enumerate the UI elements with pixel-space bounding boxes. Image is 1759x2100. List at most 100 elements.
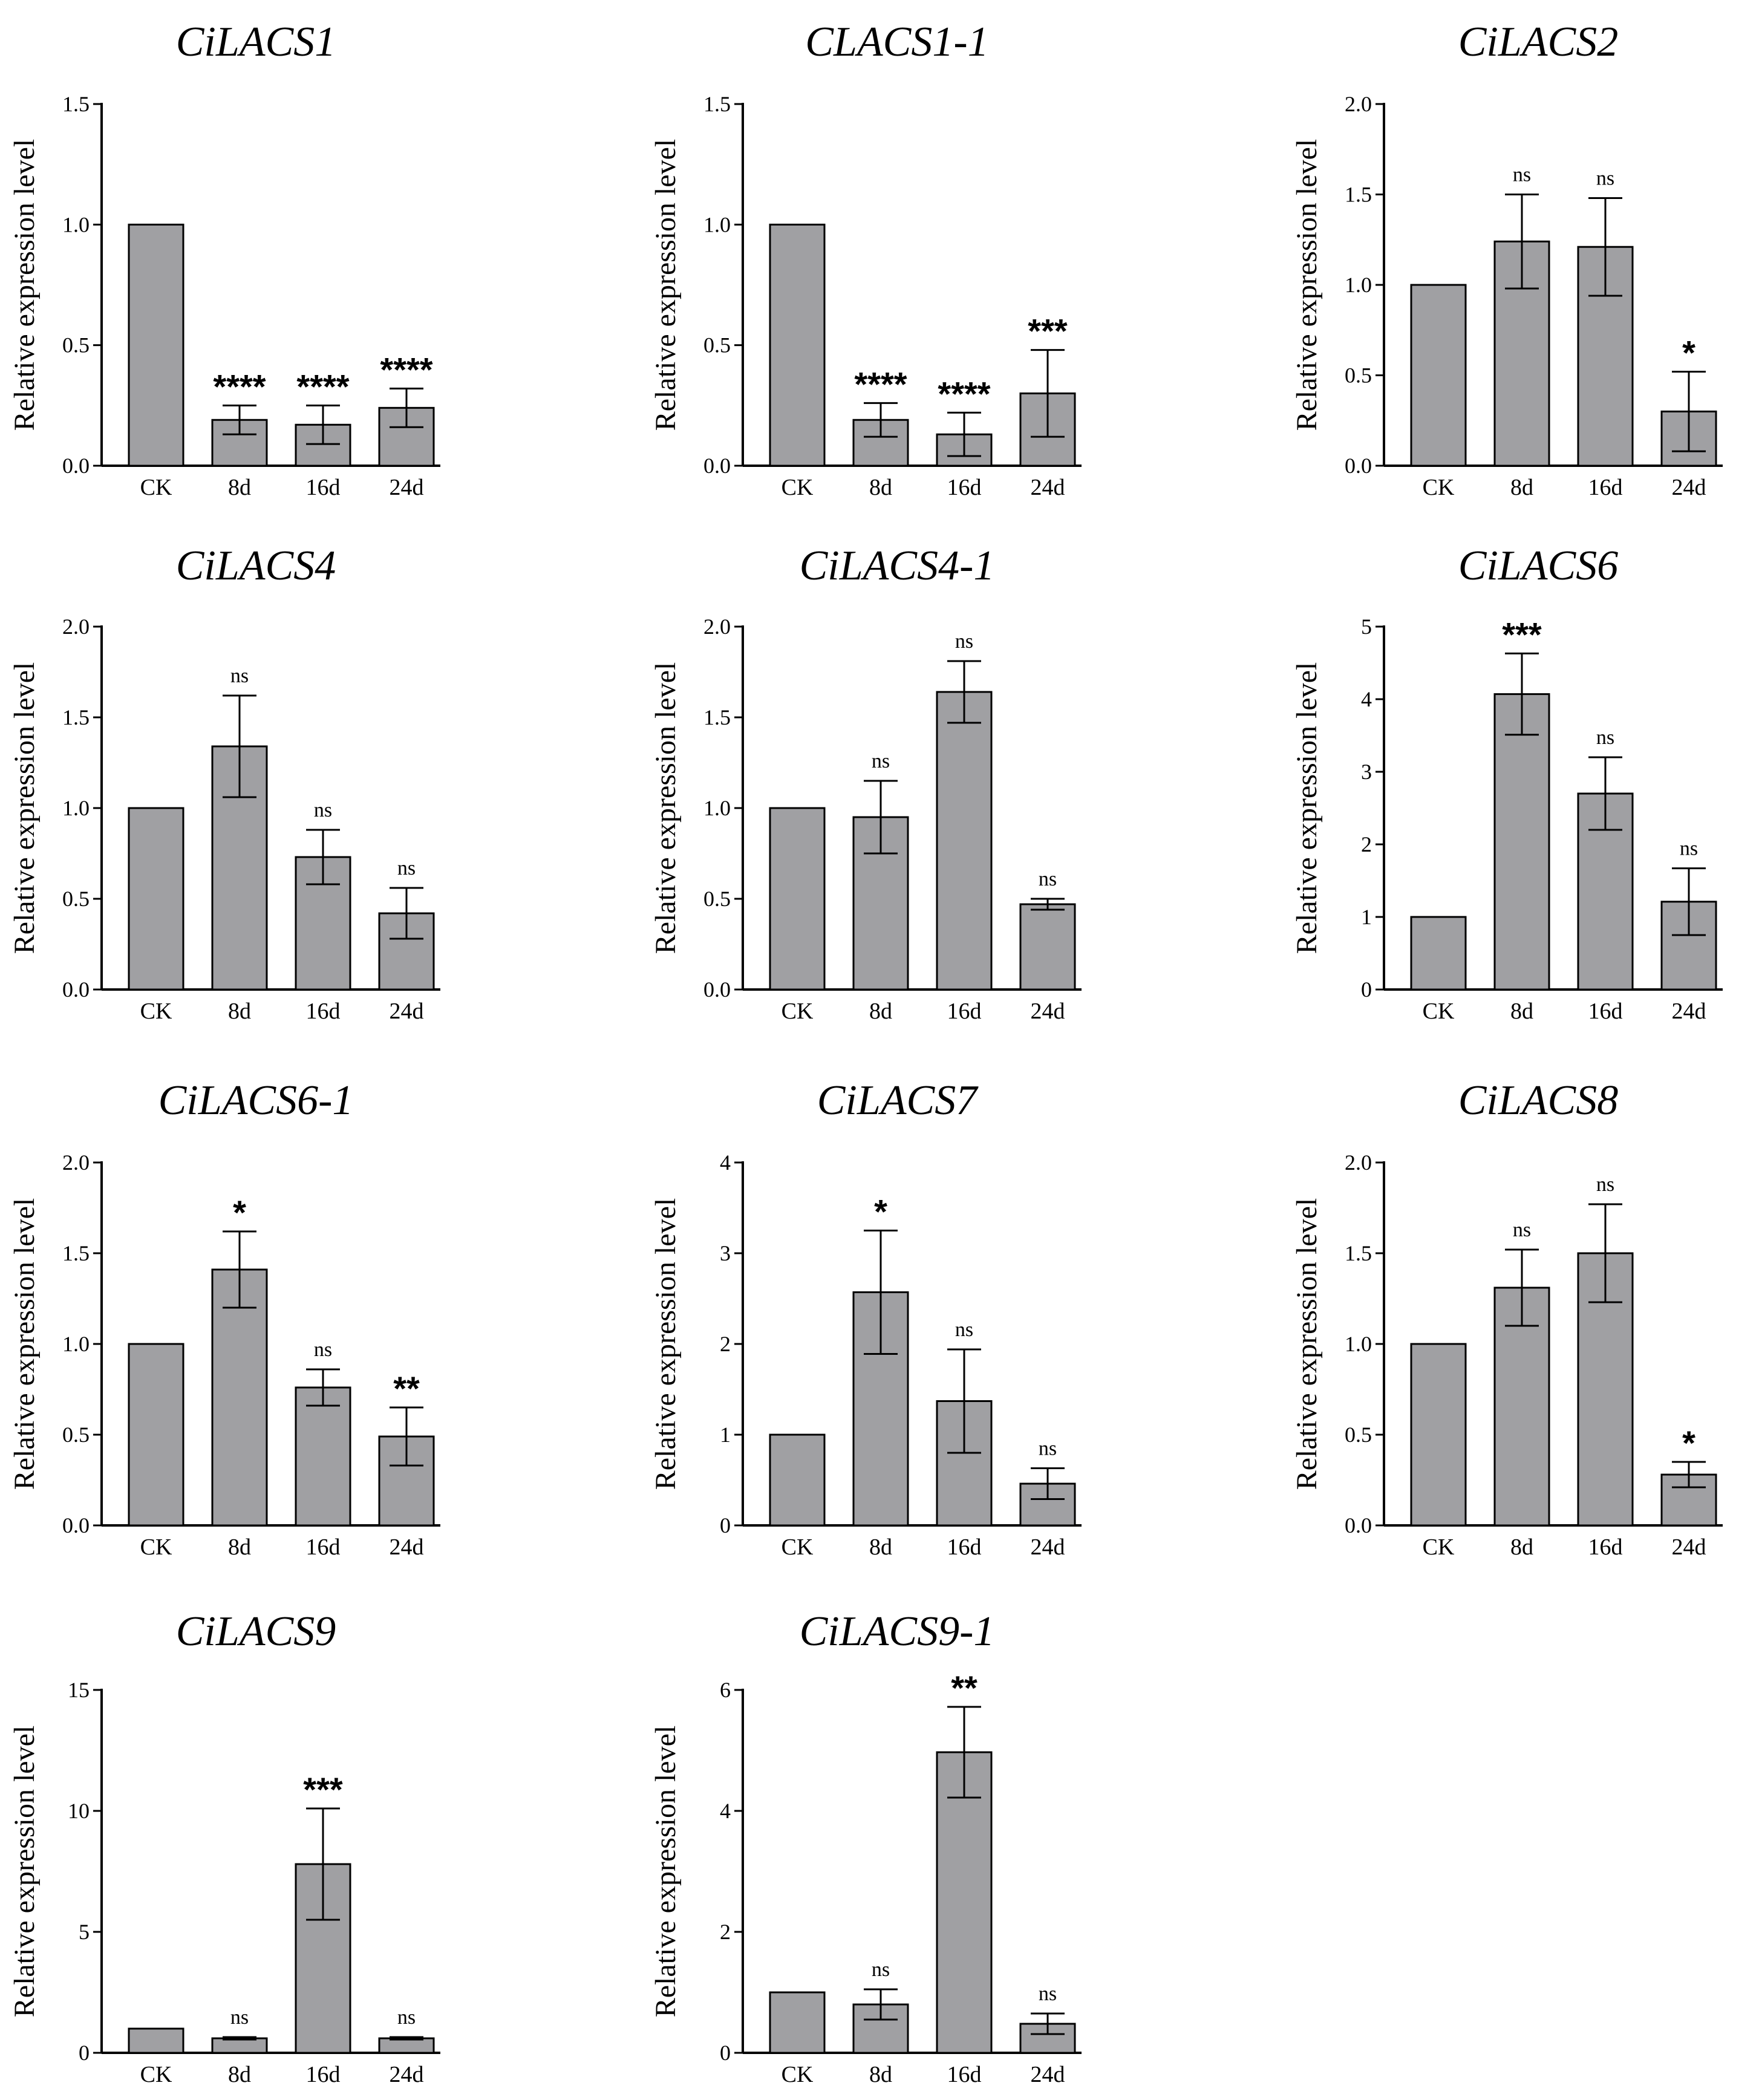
x-tick-label: 24d <box>390 475 424 500</box>
bar-24d <box>378 912 435 991</box>
significance-label: ns <box>872 750 890 772</box>
y-tick-label: 2.0 <box>703 615 731 639</box>
y-tick-label: 1.0 <box>703 796 731 820</box>
y-tick-label: 1.0 <box>62 1332 90 1356</box>
significance-label: ns <box>314 1339 332 1361</box>
significance-label: * <box>1682 1424 1695 1462</box>
significance-label: ns <box>1513 164 1531 186</box>
y-tick-label: 15 <box>68 1678 90 1702</box>
y-tick-label: 0.5 <box>62 333 90 357</box>
bar-CK <box>1410 1343 1467 1527</box>
chart-panel-2: CLACS1-1 Relative expression level 0.0 0.5 1… <box>650 19 1082 500</box>
x-tick-label: 16d <box>1588 475 1623 500</box>
x-tick-label: 16d <box>947 2062 982 2087</box>
chart-panel-5: CiLACS4-1 Relative expression level 0.0 0.5… <box>650 543 1082 1024</box>
significance-label: ns <box>1039 868 1057 890</box>
chart-title: CiLACS6-1 <box>158 1077 354 1124</box>
y-axis-label: Relative expression level <box>1291 139 1323 431</box>
x-tick-label: 8d <box>869 475 892 500</box>
x-tick-label: 24d <box>1031 2062 1065 2087</box>
y-tick-label: 3 <box>1361 760 1372 784</box>
significance-label: ns <box>230 2006 249 2029</box>
y-tick-label: 0.5 <box>703 887 731 911</box>
significance-label: **** <box>213 367 266 405</box>
y-tick-label: 0.5 <box>62 887 90 911</box>
y-tick-label: 0.0 <box>703 454 731 478</box>
bar-CK <box>128 1343 184 1527</box>
y-tick-label: 0 <box>720 1513 731 1538</box>
bar-24d <box>1019 903 1076 991</box>
significance-label: *** <box>1028 312 1068 350</box>
x-tick-label: 16d <box>306 2062 341 2087</box>
y-tick-label: 0.0 <box>62 454 90 478</box>
bar-CK <box>128 807 184 991</box>
x-tick-label: 24d <box>390 2062 424 2087</box>
y-tick-label: 0.5 <box>62 1423 90 1447</box>
y-axis-label: Relative expression level <box>650 139 682 431</box>
y-tick-label: 2 <box>720 1920 731 1944</box>
y-tick-label: 1.5 <box>1345 183 1372 207</box>
y-tick-label: 1.5 <box>62 92 90 116</box>
y-tick-label: 5 <box>1361 615 1372 639</box>
y-tick-label: 1.0 <box>1345 273 1372 297</box>
bar-24d <box>378 2037 435 2054</box>
y-tick-label: 2 <box>720 1332 731 1356</box>
bar-CK <box>1410 916 1467 991</box>
chart-title: CiLACS9-1 <box>800 1608 995 1655</box>
chart-panel-4: CiLACS4 Relative expression level 0.0 0.5 1.… <box>8 543 440 1024</box>
y-tick-label: 2.0 <box>1345 92 1372 116</box>
chart-title: CiLACS1 <box>176 19 336 65</box>
y-tick-label: 1.5 <box>62 705 90 729</box>
y-tick-label: 1.5 <box>1345 1241 1372 1265</box>
y-tick-label: 0 <box>1361 977 1372 1002</box>
chart-panel-8: CiLACS7 Relative expression level 0 1 2 3 4 CK *… <box>650 1077 1082 1560</box>
chart-panel-6: CiLACS6 Relative expression level 0 1 2 3 4 5 CK… <box>1291 543 1723 1024</box>
significance-label: ns <box>955 630 973 653</box>
y-tick-label: 5 <box>79 1920 90 1944</box>
bar-16d <box>295 1386 351 1527</box>
y-tick-label: 0.0 <box>1345 454 1372 478</box>
x-tick-label: CK <box>782 999 814 1024</box>
x-tick-label: 16d <box>306 999 341 1024</box>
x-tick-label: 24d <box>1672 1534 1706 1560</box>
y-axis-label: Relative expression level <box>650 1726 682 2018</box>
bar-16d <box>1577 792 1634 991</box>
x-tick-label: 16d <box>947 1534 982 1560</box>
x-tick-label: 24d <box>390 1534 424 1560</box>
x-tick-label: CK <box>1423 999 1455 1024</box>
significance-label: ns <box>1680 838 1698 860</box>
significance-label: **** <box>854 365 907 403</box>
y-tick-label: 0.0 <box>703 977 731 1002</box>
significance-label: * <box>1682 334 1695 372</box>
x-tick-label: CK <box>140 999 172 1024</box>
x-tick-label: 8d <box>1510 1534 1533 1560</box>
y-axis-label: Relative expression level <box>650 662 682 954</box>
significance-label: **** <box>296 367 349 405</box>
chart-panel-3: CiLACS2 Relative expression level 0.0 0.5 1.… <box>1291 19 1723 500</box>
y-tick-label: 2 <box>1361 832 1372 856</box>
x-tick-label: 24d <box>390 999 424 1024</box>
x-tick-label: CK <box>1423 475 1455 500</box>
significance-label: ** <box>393 1369 420 1407</box>
x-tick-label: CK <box>1423 1534 1455 1560</box>
x-tick-label: 8d <box>1510 999 1533 1024</box>
bar-8d <box>1493 693 1550 991</box>
y-tick-label: 0 <box>720 2041 731 2065</box>
significance-label: *** <box>1502 615 1542 653</box>
y-tick-label: 1.0 <box>62 796 90 820</box>
y-tick-label: 10 <box>68 1799 90 1823</box>
chart-title: CiLACS7 <box>817 1077 979 1124</box>
significance-label: * <box>874 1193 887 1231</box>
y-tick-label: 0.0 <box>62 1513 90 1538</box>
x-tick-label: 8d <box>228 475 251 500</box>
bar-CK <box>769 1433 826 1527</box>
chart-title: CiLACS6 <box>1458 543 1619 589</box>
y-tick-label: 0.5 <box>1345 364 1372 388</box>
x-tick-label: 8d <box>869 1534 892 1560</box>
significance-label: **** <box>380 350 432 388</box>
significance-label: **** <box>938 374 990 412</box>
y-tick-label: 6 <box>720 1678 731 1702</box>
significance-label: ns <box>314 799 332 821</box>
y-tick-label: 4 <box>720 1799 731 1823</box>
